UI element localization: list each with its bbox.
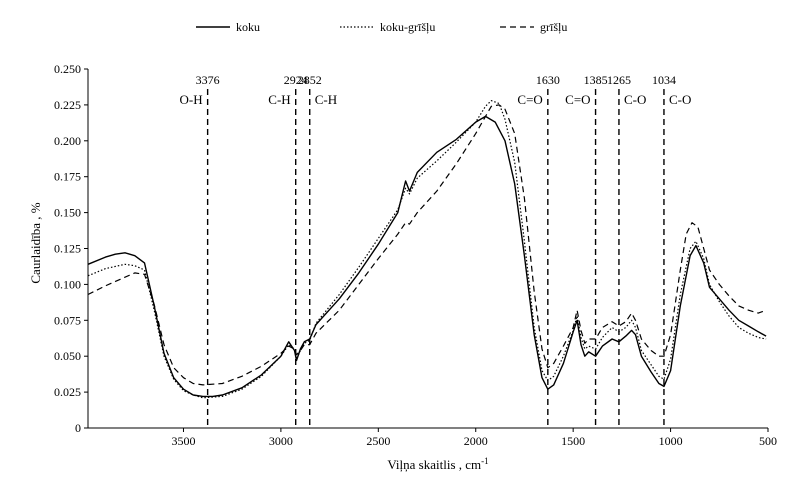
- x-tick-label: 3500: [171, 434, 195, 448]
- x-tick-label: 500: [759, 434, 777, 448]
- peak-label-3376: 3376: [196, 73, 220, 87]
- x-tick-label: 2500: [366, 434, 390, 448]
- y-tick-label: 0.225: [54, 98, 81, 112]
- x-axis-title: Viļņa skaitlis , cm-1: [387, 456, 488, 472]
- series-line-1: [87, 115, 767, 398]
- y-tick-label: 0.250: [54, 62, 81, 76]
- y-tick-label: 0: [75, 421, 81, 435]
- legend-label-koku-grislu: koku-grīšļu: [380, 20, 435, 34]
- peak-label-2924: 2924: [284, 73, 308, 87]
- x-axis-title-exponent: -1: [481, 456, 489, 466]
- y-tick-label: 0.125: [54, 242, 81, 256]
- x-tick-label: 2000: [464, 434, 488, 448]
- peak-label-1630: 1630: [536, 73, 560, 87]
- peak-label-2852: 2852: [298, 73, 322, 87]
- band-label-1385: C=O: [565, 92, 590, 107]
- peak-label-1385: 1385: [584, 73, 608, 87]
- peak-label-1265: 1265: [607, 73, 631, 87]
- band-label-3376: O-H: [180, 92, 203, 107]
- y-tick-label: 0.075: [54, 313, 81, 327]
- series-layer: [87, 100, 767, 399]
- y-tick-label: 0.025: [54, 385, 81, 399]
- y-axis-title: Caurlaidība , %: [28, 202, 43, 283]
- legend: koku koku-grīšļu grīšļu: [196, 20, 567, 34]
- y-tick-label: 0.050: [54, 349, 81, 363]
- legend-label-grislu: grīšļu: [540, 20, 567, 34]
- band-label-1630: C=O: [517, 92, 542, 107]
- y-tick-label: 0.175: [54, 170, 81, 184]
- reference-lines: 3376 O-H 2924 C-H 2852 C-H 1630 C=O 1385 C=O 1265 C…: [180, 73, 691, 428]
- x-tick-label: 3000: [269, 434, 293, 448]
- series-line-2: [87, 100, 767, 399]
- peak-label-1034: 1034: [652, 73, 676, 87]
- x-tick-label: 1000: [659, 434, 683, 448]
- y-tick-label: 0.100: [54, 277, 81, 291]
- y-tick-label: 0.150: [54, 206, 81, 220]
- x-tick-label: 1500: [561, 434, 585, 448]
- band-label-1265: C-O: [624, 92, 646, 107]
- band-label-2852: C-H: [315, 92, 337, 107]
- band-label-1034: C-O: [669, 92, 691, 107]
- legend-label-koku: koku: [236, 20, 260, 34]
- x-axis-title-text: Viļņa skaitlis , cm: [387, 457, 481, 472]
- axes: 0 0.025 0.050 0.075 0.100 0.125 0.150 0.175 0.20…: [54, 62, 777, 448]
- band-label-2924: C-H: [268, 92, 290, 107]
- series-line-3: [87, 104, 767, 386]
- y-tick-label: 0.200: [54, 134, 81, 148]
